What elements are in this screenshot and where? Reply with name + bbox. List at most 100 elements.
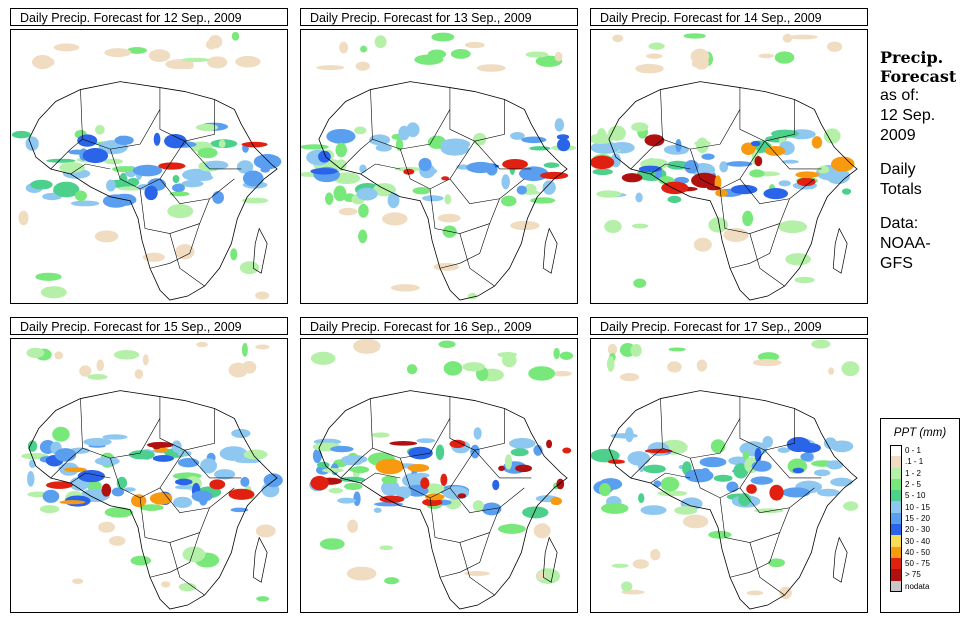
rain-cell <box>255 291 270 300</box>
asof-date: 12 Sep. <box>880 107 936 124</box>
rain-cell <box>87 374 108 380</box>
rain-cell <box>470 444 480 459</box>
rain-cell <box>684 159 699 174</box>
rain-cell <box>763 188 789 200</box>
legend-swatch <box>890 524 902 536</box>
rain-cell <box>379 545 393 551</box>
rain-cell <box>830 440 854 453</box>
rain-cell <box>112 166 137 173</box>
rain-cell <box>242 170 264 187</box>
rain-cell <box>799 442 821 453</box>
rain-cell <box>422 498 443 507</box>
country-border <box>439 223 490 269</box>
rain-cell <box>63 467 87 473</box>
rain-cell <box>53 43 80 52</box>
rain-cell <box>104 48 132 58</box>
rain-cell <box>612 34 624 43</box>
rain-cell <box>59 500 86 505</box>
rain-cell <box>371 432 390 438</box>
country-border <box>650 472 691 484</box>
rain-cell <box>591 448 620 463</box>
rain-cell <box>239 261 260 275</box>
rain-cell <box>87 480 102 492</box>
rain-cell <box>440 138 471 151</box>
rain-cell <box>631 122 649 132</box>
rain-cell <box>811 339 831 349</box>
legend-label: 1 - 2 <box>905 468 922 478</box>
africa-map <box>591 33 858 301</box>
rain-cell <box>644 134 665 147</box>
country-border <box>764 140 822 170</box>
country-border <box>739 178 815 205</box>
rain-cell <box>82 148 109 164</box>
data-source-1: NOAA- <box>880 235 931 252</box>
rain-cell <box>212 191 224 204</box>
rain-cell <box>256 596 270 602</box>
rain-cell <box>172 174 180 184</box>
legend-title: PPT (mm) <box>893 427 947 439</box>
rain-cell <box>353 491 361 507</box>
legend-item: 15 - 20 <box>881 512 959 525</box>
rain-cell <box>106 179 116 192</box>
legend-swatch <box>890 512 902 525</box>
rain-cell <box>348 466 369 473</box>
rain-cell <box>241 197 269 204</box>
rain-cell <box>632 559 649 569</box>
rain-cell <box>715 189 728 197</box>
rain-cell <box>596 190 622 198</box>
rain-cell <box>643 464 666 474</box>
rain-cell <box>339 41 349 54</box>
madagascar-outline <box>832 536 848 583</box>
rain-cell <box>316 65 345 71</box>
rain-cell <box>501 195 517 207</box>
panel-title: Daily Precip. Forecast for 12 Sep., 2009 <box>10 8 288 26</box>
rain-cell <box>139 504 164 511</box>
legend-swatch <box>890 535 902 547</box>
rain-cell <box>726 161 753 167</box>
rain-cell <box>152 444 161 450</box>
rain-cell <box>817 488 840 497</box>
rain-cell <box>777 447 790 453</box>
country-border <box>630 447 663 479</box>
country-border <box>70 163 111 175</box>
rain-cell <box>338 207 358 216</box>
country-border <box>370 89 451 150</box>
legend-label: nodata <box>905 581 930 591</box>
rain-cell <box>395 486 412 499</box>
legend-item: .1 - 1 <box>881 456 959 468</box>
country-border <box>474 140 532 170</box>
rain-cell <box>382 212 408 226</box>
rain-cell <box>130 555 151 566</box>
rain-cell <box>101 483 112 497</box>
rain-cell <box>607 343 618 356</box>
rain-cell <box>411 472 430 479</box>
rain-cell <box>128 450 155 460</box>
rain-cell <box>134 369 144 380</box>
africa-coastline <box>28 81 278 301</box>
country-border <box>429 188 500 234</box>
rain-cell <box>667 361 682 373</box>
rain-cell <box>102 194 130 208</box>
rain-cell <box>318 150 331 163</box>
country-border <box>80 398 161 459</box>
rain-cell <box>519 166 549 182</box>
rain-cell <box>817 165 830 174</box>
country-border <box>690 141 765 190</box>
rain-cell <box>438 340 456 349</box>
rain-cell <box>758 53 774 59</box>
country-border <box>630 138 663 170</box>
rain-cell <box>667 195 682 204</box>
rain-cell <box>339 476 366 482</box>
legend-item: > 75 <box>881 569 959 581</box>
rain-cell <box>341 455 368 464</box>
rain-cell <box>778 180 791 187</box>
rain-cell <box>501 353 517 368</box>
country-border <box>149 532 200 578</box>
forecast-panel: Daily Precip. Forecast for 16 Sep., 2009 <box>300 317 590 613</box>
sidebar-info: Precip. Forecast as of: 12 Sep. 2009 Dai… <box>880 48 965 274</box>
rain-cell <box>843 501 859 511</box>
legend-item: 1 - 2 <box>881 467 959 479</box>
rain-cell <box>533 523 551 539</box>
rain-cell <box>94 124 105 135</box>
rain-cell <box>619 373 640 382</box>
